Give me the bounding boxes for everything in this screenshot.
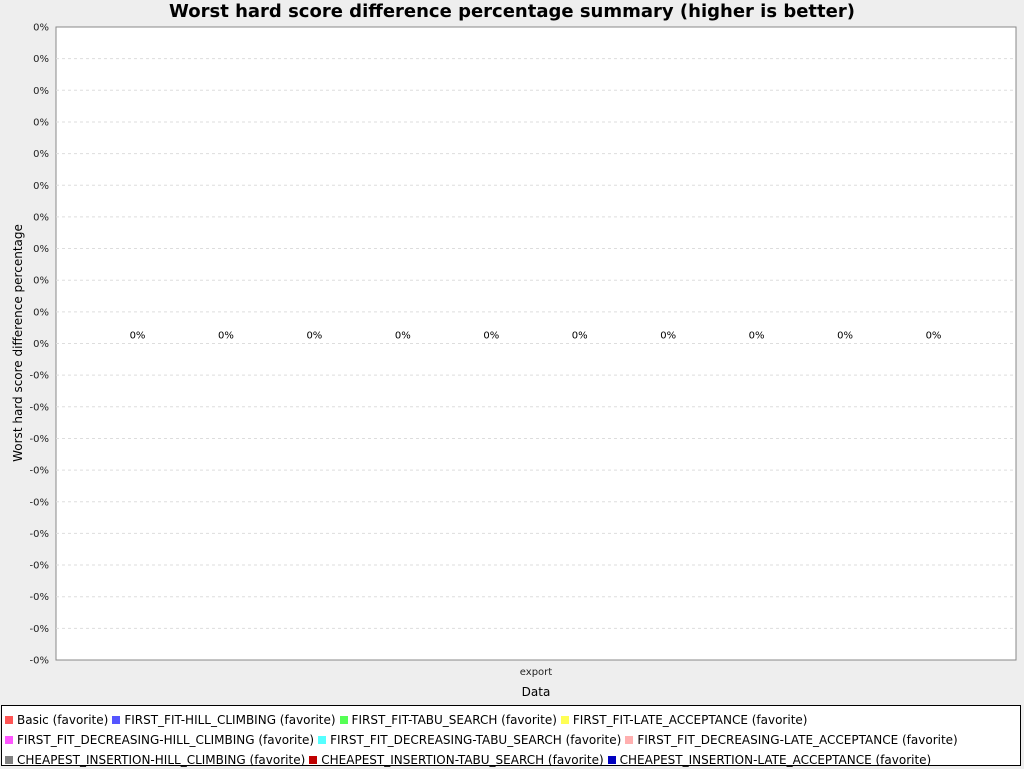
legend-swatch: [560, 716, 569, 724]
bar-value-label: 0%: [572, 331, 588, 342]
legend-swatch: [309, 756, 318, 764]
legend-label: CHEAPEST_INSERTION-LATE_ACCEPTANCE (favo…: [619, 753, 932, 767]
bar-value-label: 0%: [837, 331, 853, 342]
legend-label: FIRST_FIT-TABU_SEARCH (favorite): [351, 713, 557, 727]
y-tick-label: -0%: [30, 656, 49, 667]
legend-swatch: [112, 716, 121, 724]
bar-value-label: 0%: [749, 331, 765, 342]
y-tick-label: -0%: [30, 592, 49, 603]
legend-swatch: [5, 716, 13, 724]
y-tick-label: 0%: [33, 276, 49, 287]
legend-swatch: [318, 736, 327, 744]
bar-value-label: 0%: [483, 331, 499, 342]
y-axis-title: Worst hard score difference percentage: [11, 224, 25, 462]
y-tick-label: 0%: [33, 307, 49, 318]
y-tick-label: 0%: [33, 86, 49, 97]
y-tick-label: -0%: [30, 561, 49, 572]
legend-item: FIRST_FIT-LATE_ACCEPTANCE (favorite): [560, 711, 808, 729]
legend-swatch: [5, 756, 13, 764]
y-tick-label: 0%: [33, 339, 49, 350]
legend-label: FIRST_FIT_DECREASING-HILL_CLIMBING (favo…: [17, 733, 315, 747]
legend-item: FIRST_FIT_DECREASING-HILL_CLIMBING (favo…: [5, 731, 314, 749]
legend-swatch: [339, 716, 348, 724]
legend-label: FIRST_FIT_DECREASING-TABU_SEARCH (favori…: [330, 733, 622, 747]
legend-swatch: [607, 756, 616, 764]
bar-value-label: 0%: [660, 331, 676, 342]
y-tick-label: -0%: [30, 371, 49, 382]
y-tick-label: 0%: [33, 181, 49, 192]
legend-item: FIRST_FIT_DECREASING-LATE_ACCEPTANCE (fa…: [625, 731, 958, 749]
legend-row: Basic (favorite) FIRST_FIT-HILL_CLIMBING …: [5, 709, 1017, 729]
legend-swatch: [625, 736, 634, 744]
bar-value-label: 0%: [926, 331, 942, 342]
y-tick-label: -0%: [30, 466, 49, 477]
bar-value-label: 0%: [306, 331, 322, 342]
gridlines: [56, 58, 1016, 629]
legend-item: FIRST_FIT-HILL_CLIMBING (favorite): [112, 711, 336, 729]
x-tick-label: export: [520, 667, 552, 678]
y-tick-label: 0%: [33, 149, 49, 160]
y-tick-label: 0%: [33, 23, 49, 34]
y-tick-label: -0%: [30, 434, 49, 445]
legend-item: CHEAPEST_INSERTION-LATE_ACCEPTANCE (favo…: [607, 751, 932, 769]
y-tick-label: -0%: [30, 529, 49, 540]
y-tick-label: -0%: [30, 624, 49, 635]
legend-item: Basic (favorite): [5, 711, 108, 729]
bar-value-label: 0%: [218, 331, 234, 342]
legend-label: FIRST_FIT-HILL_CLIMBING (favorite): [124, 713, 336, 727]
chart-title: Worst hard score difference percentage s…: [169, 1, 855, 22]
legend: Basic (favorite) FIRST_FIT-HILL_CLIMBING …: [1, 705, 1021, 769]
y-tick-label: -0%: [30, 402, 49, 413]
legend-row: FIRST_FIT_DECREASING-HILL_CLIMBING (favo…: [5, 729, 1017, 749]
legend-item: CHEAPEST_INSERTION-TABU_SEARCH (favorite…: [309, 751, 604, 769]
legend-label: FIRST_FIT_DECREASING-LATE_ACCEPTANCE (fa…: [637, 733, 958, 747]
legend-item: FIRST_FIT-TABU_SEARCH (favorite): [339, 711, 557, 729]
legend-label: CHEAPEST_INSERTION-TABU_SEARCH (favorite…: [321, 753, 604, 767]
legend-label: FIRST_FIT-LATE_ACCEPTANCE (favorite): [572, 713, 808, 727]
y-tick-label: -0%: [30, 497, 49, 508]
x-axis-title: Data: [522, 685, 551, 699]
bar-value-label: 0%: [130, 331, 146, 342]
y-tick-label: 0%: [33, 244, 49, 255]
y-tick-label: 0%: [33, 212, 49, 223]
legend-item: FIRST_FIT_DECREASING-TABU_SEARCH (favori…: [318, 731, 621, 749]
chart-canvas: 0% 0% 0% 0% 0% 0% 0% 0% 0% 0% 0% -0% -0% -0% -0% -0% -0%…: [11, 23, 1017, 699]
legend-row: CHEAPEST_INSERTION-HILL_CLIMBING (favori…: [5, 749, 1017, 769]
y-axis-ticks: 0% 0% 0% 0% 0% 0% 0% 0% 0% 0% 0% -0% -0% -0% -0% -0% -0%…: [30, 23, 49, 667]
y-tick-label: 0%: [33, 117, 49, 128]
legend-label: Basic (favorite): [17, 713, 109, 727]
bar-value-label: 0%: [395, 331, 411, 342]
legend-swatch: [5, 736, 13, 744]
legend-label: CHEAPEST_INSERTION-HILL_CLIMBING (favori…: [17, 753, 306, 767]
legend-item: CHEAPEST_INSERTION-HILL_CLIMBING (favori…: [5, 751, 305, 769]
y-tick-label: 0%: [33, 54, 49, 65]
value-labels: 0% 0% 0% 0% 0% 0% 0% 0% 0% 0%: [130, 331, 942, 342]
